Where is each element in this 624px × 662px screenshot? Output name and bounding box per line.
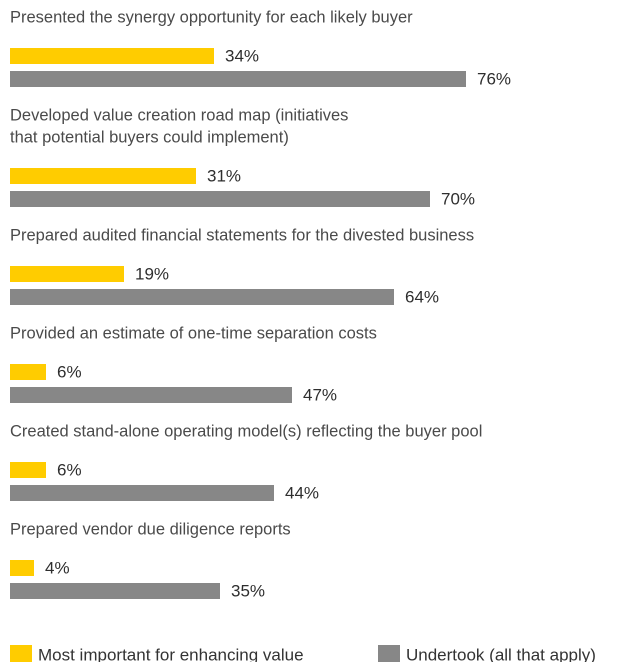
data-label: 6% xyxy=(57,460,82,479)
data-label: 70% xyxy=(441,189,475,208)
bar-most-important xyxy=(10,266,124,282)
data-label: 47% xyxy=(303,385,337,404)
bar-undertook xyxy=(10,485,274,501)
category-label: Provided an estimate of one-time separat… xyxy=(10,324,377,342)
bar-most-important xyxy=(10,364,46,380)
bar-undertook xyxy=(10,289,394,305)
data-label: 31% xyxy=(207,166,241,185)
bar-most-important xyxy=(10,48,214,64)
bar-most-important xyxy=(10,560,34,576)
data-label: 19% xyxy=(135,264,169,283)
legend-swatch xyxy=(378,645,400,662)
data-label: 44% xyxy=(285,483,319,502)
data-label: 64% xyxy=(405,287,439,306)
legend-label: Most important for enhancing value xyxy=(38,645,304,662)
legend-swatch xyxy=(10,645,32,662)
data-label: 4% xyxy=(45,558,70,577)
bar-undertook xyxy=(10,71,466,87)
data-label: 35% xyxy=(231,581,265,600)
category-label: that potential buyers could implement) xyxy=(10,128,289,146)
category-label: Prepared vendor due diligence reports xyxy=(10,520,291,538)
data-label: 6% xyxy=(57,362,82,381)
category-label: Presented the synergy opportunity for ea… xyxy=(10,8,413,26)
bar-most-important xyxy=(10,168,196,184)
legend-label: Undertook (all that apply) xyxy=(406,645,596,662)
bar-undertook xyxy=(10,191,430,207)
bar-undertook xyxy=(10,387,292,403)
category-label: Created stand-alone operating model(s) r… xyxy=(10,422,482,440)
category-label: Developed value creation road map (initi… xyxy=(10,106,348,124)
bar-undertook xyxy=(10,583,220,599)
bar-most-important xyxy=(10,462,46,478)
data-label: 76% xyxy=(477,69,511,88)
data-label: 34% xyxy=(225,46,259,65)
category-label: Prepared audited financial statements fo… xyxy=(10,226,474,244)
